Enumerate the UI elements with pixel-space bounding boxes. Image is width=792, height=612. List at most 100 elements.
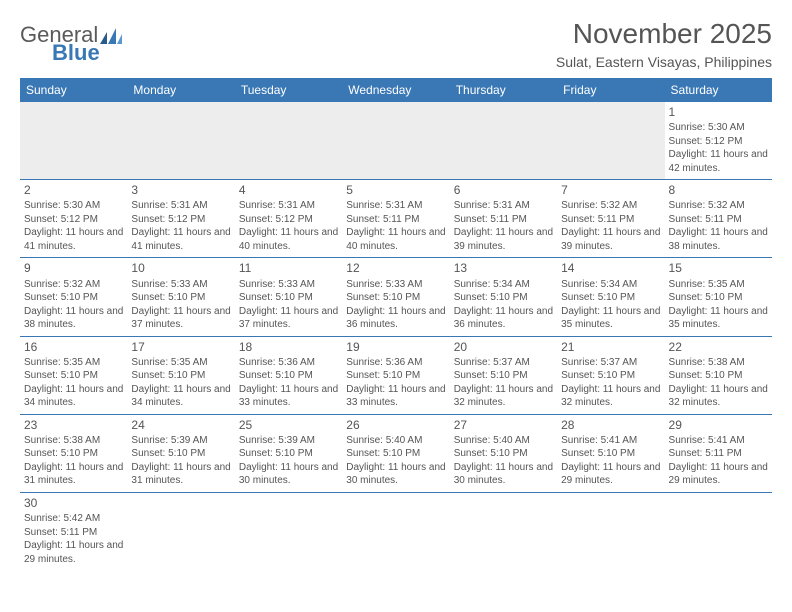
day-number: 16 (24, 339, 123, 355)
calendar-cell (450, 492, 557, 570)
daylight-text: Daylight: 11 hours and 40 minutes. (346, 226, 445, 253)
sunset-text: Sunset: 5:12 PM (669, 135, 768, 149)
calendar-cell: 15Sunrise: 5:35 AMSunset: 5:10 PMDayligh… (665, 258, 772, 336)
day-number: 24 (131, 417, 230, 433)
daylight-text: Daylight: 11 hours and 33 minutes. (239, 383, 338, 410)
calendar-cell: 29Sunrise: 5:41 AMSunset: 5:11 PMDayligh… (665, 414, 772, 492)
daylight-text: Daylight: 11 hours and 36 minutes. (346, 305, 445, 332)
day-number: 6 (454, 182, 553, 198)
calendar-head: SundayMondayTuesdayWednesdayThursdayFrid… (20, 78, 772, 102)
calendar-cell (127, 492, 234, 570)
calendar-cell (557, 492, 664, 570)
sunrise-text: Sunrise: 5:33 AM (239, 278, 338, 292)
sunset-text: Sunset: 5:10 PM (561, 369, 660, 383)
day-number: 20 (454, 339, 553, 355)
calendar-cell: 3Sunrise: 5:31 AMSunset: 5:12 PMDaylight… (127, 180, 234, 258)
sunrise-text: Sunrise: 5:41 AM (561, 434, 660, 448)
day-number: 7 (561, 182, 660, 198)
calendar-row: 1Sunrise: 5:30 AMSunset: 5:12 PMDaylight… (20, 102, 772, 180)
daylight-text: Daylight: 11 hours and 30 minutes. (346, 461, 445, 488)
sunrise-text: Sunrise: 5:37 AM (454, 356, 553, 370)
sunset-text: Sunset: 5:10 PM (561, 291, 660, 305)
sunset-text: Sunset: 5:10 PM (131, 291, 230, 305)
daylight-text: Daylight: 11 hours and 31 minutes. (131, 461, 230, 488)
calendar-row: 9Sunrise: 5:32 AMSunset: 5:10 PMDaylight… (20, 258, 772, 336)
calendar-row: 30Sunrise: 5:42 AMSunset: 5:11 PMDayligh… (20, 492, 772, 570)
calendar-cell: 22Sunrise: 5:38 AMSunset: 5:10 PMDayligh… (665, 336, 772, 414)
calendar-cell: 26Sunrise: 5:40 AMSunset: 5:10 PMDayligh… (342, 414, 449, 492)
calendar-cell: 8Sunrise: 5:32 AMSunset: 5:11 PMDaylight… (665, 180, 772, 258)
sunrise-text: Sunrise: 5:31 AM (239, 199, 338, 213)
sunrise-text: Sunrise: 5:35 AM (669, 278, 768, 292)
sunrise-text: Sunrise: 5:31 AM (131, 199, 230, 213)
daylight-text: Daylight: 11 hours and 35 minutes. (669, 305, 768, 332)
day-number: 14 (561, 260, 660, 276)
calendar-cell: 14Sunrise: 5:34 AMSunset: 5:10 PMDayligh… (557, 258, 664, 336)
calendar-cell: 10Sunrise: 5:33 AMSunset: 5:10 PMDayligh… (127, 258, 234, 336)
sunrise-text: Sunrise: 5:32 AM (669, 199, 768, 213)
day-number: 29 (669, 417, 768, 433)
sunset-text: Sunset: 5:10 PM (454, 291, 553, 305)
calendar-cell: 27Sunrise: 5:40 AMSunset: 5:10 PMDayligh… (450, 414, 557, 492)
sunrise-text: Sunrise: 5:40 AM (346, 434, 445, 448)
sunrise-text: Sunrise: 5:40 AM (454, 434, 553, 448)
calendar-cell: 30Sunrise: 5:42 AMSunset: 5:11 PMDayligh… (20, 492, 127, 570)
day-number: 2 (24, 182, 123, 198)
sunrise-text: Sunrise: 5:34 AM (561, 278, 660, 292)
day-header: Sunday (20, 78, 127, 102)
sunset-text: Sunset: 5:11 PM (561, 213, 660, 227)
day-number: 25 (239, 417, 338, 433)
day-header: Thursday (450, 78, 557, 102)
calendar-cell: 25Sunrise: 5:39 AMSunset: 5:10 PMDayligh… (235, 414, 342, 492)
day-number: 10 (131, 260, 230, 276)
sunrise-text: Sunrise: 5:35 AM (131, 356, 230, 370)
sunrise-text: Sunrise: 5:36 AM (346, 356, 445, 370)
sunrise-text: Sunrise: 5:30 AM (24, 199, 123, 213)
sunrise-text: Sunrise: 5:38 AM (669, 356, 768, 370)
calendar-body: 1 Sunrise: 5:30 AM Sunset: 5:12 PM Daylight… (20, 102, 772, 570)
calendar-cell (235, 102, 342, 180)
day-number: 23 (24, 417, 123, 433)
calendar-cell: 19Sunrise: 5:36 AMSunset: 5:10 PMDayligh… (342, 336, 449, 414)
calendar-cell: 9Sunrise: 5:32 AMSunset: 5:10 PMDaylight… (20, 258, 127, 336)
header-right: November 2025 Sulat, Eastern Visayas, Ph… (556, 18, 772, 70)
sunset-text: Sunset: 5:11 PM (346, 213, 445, 227)
day-number: 1 (669, 104, 768, 120)
daylight-text: Daylight: 11 hours and 36 minutes. (454, 305, 553, 332)
calendar-cell: 6Sunrise: 5:31 AMSunset: 5:11 PMDaylight… (450, 180, 557, 258)
day-number: 28 (561, 417, 660, 433)
calendar-cell: 18Sunrise: 5:36 AMSunset: 5:10 PMDayligh… (235, 336, 342, 414)
calendar-cell: 24Sunrise: 5:39 AMSunset: 5:10 PMDayligh… (127, 414, 234, 492)
calendar-table: SundayMondayTuesdayWednesdayThursdayFrid… (20, 78, 772, 570)
day-number: 18 (239, 339, 338, 355)
sunrise-text: Sunrise: 5:36 AM (239, 356, 338, 370)
day-number: 12 (346, 260, 445, 276)
calendar-cell: 4Sunrise: 5:31 AMSunset: 5:12 PMDaylight… (235, 180, 342, 258)
calendar-cell (665, 492, 772, 570)
calendar-cell: 28Sunrise: 5:41 AMSunset: 5:10 PMDayligh… (557, 414, 664, 492)
calendar-cell: 16Sunrise: 5:35 AMSunset: 5:10 PMDayligh… (20, 336, 127, 414)
sunset-text: Sunset: 5:10 PM (131, 369, 230, 383)
sunset-text: Sunset: 5:10 PM (669, 291, 768, 305)
daylight-text: Daylight: 11 hours and 29 minutes. (561, 461, 660, 488)
calendar-cell: 2Sunrise: 5:30 AMSunset: 5:12 PMDaylight… (20, 180, 127, 258)
calendar-cell (342, 102, 449, 180)
daylight-text: Daylight: 11 hours and 38 minutes. (669, 226, 768, 253)
sunrise-text: Sunrise: 5:34 AM (454, 278, 553, 292)
daylight-text: Daylight: 11 hours and 29 minutes. (24, 539, 123, 566)
daylight-text: Daylight: 11 hours and 33 minutes. (346, 383, 445, 410)
daylight-text: Daylight: 11 hours and 31 minutes. (24, 461, 123, 488)
sunset-text: Sunset: 5:10 PM (454, 447, 553, 461)
calendar-cell: 11Sunrise: 5:33 AMSunset: 5:10 PMDayligh… (235, 258, 342, 336)
header: General Blue November 2025 Sulat, Easter… (20, 18, 772, 70)
sunrise-text: Sunrise: 5:39 AM (131, 434, 230, 448)
day-number: 22 (669, 339, 768, 355)
calendar-cell: 12Sunrise: 5:33 AMSunset: 5:10 PMDayligh… (342, 258, 449, 336)
day-header: Wednesday (342, 78, 449, 102)
sunset-text: Sunset: 5:11 PM (24, 526, 123, 540)
day-number: 21 (561, 339, 660, 355)
calendar-cell (450, 102, 557, 180)
day-header: Monday (127, 78, 234, 102)
location: Sulat, Eastern Visayas, Philippines (556, 54, 772, 70)
daylight-text: Daylight: 11 hours and 39 minutes. (454, 226, 553, 253)
